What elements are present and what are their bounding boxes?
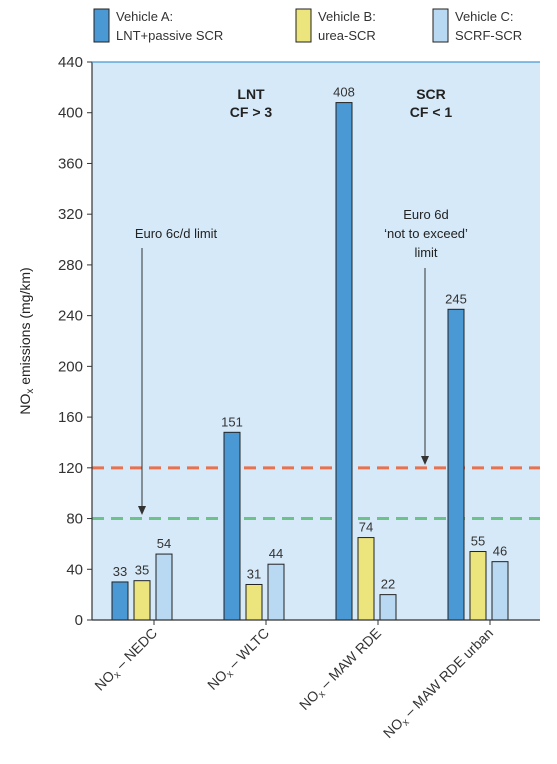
annotation-euro6d-line2: ‘not to exceed’ xyxy=(384,226,468,241)
bar-vehicle-a-cat-3 xyxy=(447,308,465,621)
annotation-euro6d-line1: Euro 6d xyxy=(403,207,449,222)
y-tick-label: 0 xyxy=(75,612,83,629)
bar-vehicle-a-cat-2 xyxy=(335,102,353,621)
bar-vehicle-b-cat-0 xyxy=(133,580,151,621)
y-tick-label: 160 xyxy=(58,409,83,426)
data-label: 46 xyxy=(493,544,507,559)
annotation-lnt-title: LNT xyxy=(237,86,265,102)
legend-swatch-vehicle-c xyxy=(432,8,449,43)
y-tick-label: 200 xyxy=(58,358,83,375)
y-axis-label: NOx emissions (mg/km) xyxy=(17,267,36,414)
data-label: 22 xyxy=(381,577,395,592)
y-tick-label: 240 xyxy=(58,308,83,325)
bar-vehicle-a-cat-0 xyxy=(111,581,129,621)
y-tick-label: 360 xyxy=(58,155,83,172)
plot-background xyxy=(92,62,540,620)
x-tick-label: NOx – MAW RDE xyxy=(296,625,386,715)
x-tick-label: NOx – WLTC xyxy=(204,625,274,695)
legend-label-vehicle-a-line1: Vehicle A: xyxy=(116,9,173,24)
bar-vehicle-b-cat-1 xyxy=(245,583,263,621)
x-tick-label: NOx – NEDC xyxy=(91,625,162,696)
euro6c-arrow-head xyxy=(138,506,146,515)
bar-vehicle-c-cat-1 xyxy=(267,563,285,621)
data-label: 31 xyxy=(247,566,261,581)
legend-label-vehicle-c-line2: SCRF-SCR xyxy=(455,28,522,43)
y-tick-label: 120 xyxy=(58,460,83,477)
annotation-scr-cf: CF < 1 xyxy=(410,104,453,120)
annotation-scr-title: SCR xyxy=(416,86,446,102)
bar-vehicle-b-cat-2 xyxy=(357,537,375,621)
y-tick-label: 280 xyxy=(58,257,83,274)
data-label: 408 xyxy=(333,85,355,100)
legend-label-vehicle-b-line1: Vehicle B: xyxy=(318,9,376,24)
y-tick-label: 440 xyxy=(58,54,83,71)
annotation-euro6c-limit: Euro 6c/d limit xyxy=(135,226,218,241)
legend-swatch-vehicle-b xyxy=(295,8,312,43)
data-label: 54 xyxy=(157,536,171,551)
bar-vehicle-b-cat-3 xyxy=(469,551,487,621)
x-tick-label: NOx – MAW RDE urban xyxy=(380,625,498,743)
data-label: 245 xyxy=(445,291,467,306)
data-label: 33 xyxy=(113,564,127,579)
data-label: 151 xyxy=(221,414,243,429)
data-label: 44 xyxy=(269,546,283,561)
bar-vehicle-c-cat-3 xyxy=(491,561,509,621)
bar-vehicle-c-cat-2 xyxy=(379,594,397,621)
y-tick-label: 400 xyxy=(58,105,83,122)
bar-vehicle-a-cat-1 xyxy=(223,431,241,621)
y-tick-label: 320 xyxy=(58,206,83,223)
data-label: 74 xyxy=(359,520,373,535)
legend-label-vehicle-b-line2: urea-SCR xyxy=(318,28,376,43)
legend-label-vehicle-c-line1: Vehicle C: xyxy=(455,9,514,24)
legend: Vehicle A: LNT+passive SCR Vehicle B: ur… xyxy=(93,8,522,43)
data-label: 35 xyxy=(135,563,149,578)
bar-vehicle-c-cat-0 xyxy=(155,553,173,621)
annotation-euro6d-line3: limit xyxy=(414,245,437,260)
annotation-lnt-cf: CF > 3 xyxy=(230,104,273,120)
data-label: 55 xyxy=(471,534,485,549)
legend-label-vehicle-a-line2: LNT+passive SCR xyxy=(116,28,223,43)
euro6d-arrow-head xyxy=(421,456,429,465)
y-tick-label: 80 xyxy=(66,511,83,528)
legend-swatch-vehicle-a xyxy=(93,8,110,43)
y-tick-label: 40 xyxy=(66,561,83,578)
